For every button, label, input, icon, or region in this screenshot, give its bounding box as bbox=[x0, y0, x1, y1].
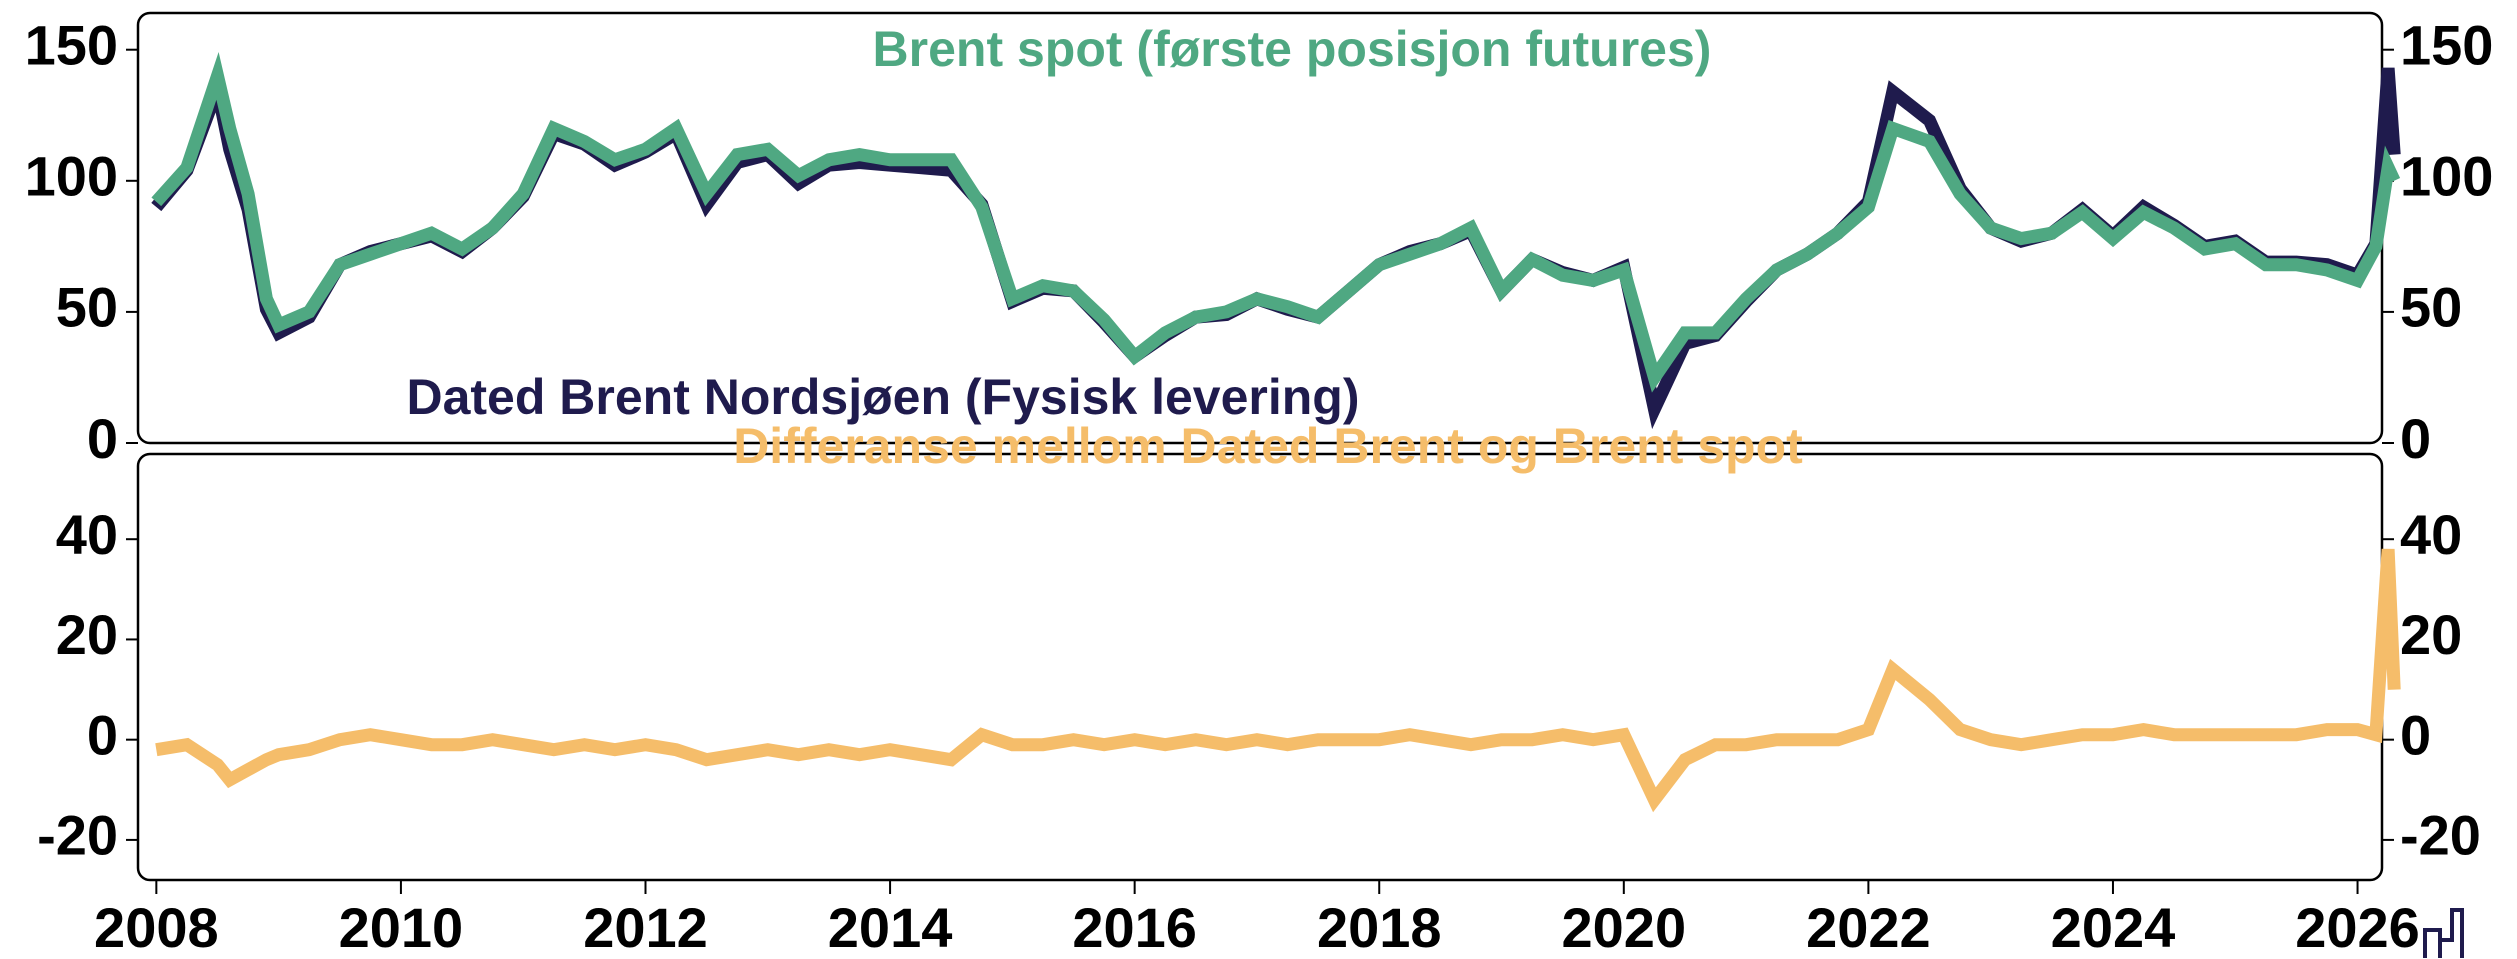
x-tick-label: 2016 bbox=[1072, 896, 1197, 959]
y-tick-label: 20 bbox=[56, 603, 118, 666]
y-tick-label-right: 0 bbox=[2400, 703, 2431, 766]
y-tick-label-right: 50 bbox=[2400, 276, 2462, 339]
series-line bbox=[151, 51, 2401, 393]
series-label: Dated Brent Nordsjøen (Fysisk levering) bbox=[406, 369, 1359, 425]
x-tick-label: 2014 bbox=[828, 896, 953, 959]
y-tick-label-right: 0 bbox=[2400, 407, 2431, 470]
series-line bbox=[155, 548, 2401, 813]
y-tick-label-right: 150 bbox=[2400, 14, 2493, 77]
x-tick-label: 2012 bbox=[583, 896, 708, 959]
series-label: Brent spot (første posisjon futures) bbox=[873, 21, 1712, 77]
x-tick-label: 2010 bbox=[339, 896, 464, 959]
y-tick-label: 40 bbox=[56, 503, 118, 566]
y-tick-label-right: 40 bbox=[2400, 503, 2462, 566]
y-tick-label: -20 bbox=[37, 804, 118, 867]
y-tick-label: 50 bbox=[56, 276, 118, 339]
y-tick-label: 100 bbox=[25, 145, 118, 208]
y-tick-label-right: -20 bbox=[2400, 804, 2481, 867]
x-tick-label: 2018 bbox=[1317, 896, 1442, 959]
y-tick-label: 150 bbox=[25, 14, 118, 77]
x-tick-label: 2022 bbox=[1806, 896, 1931, 959]
logo bbox=[2423, 908, 2464, 958]
y-tick-label-right: 100 bbox=[2400, 145, 2493, 208]
series-label: Differanse mellom Dated Brent og Brent s… bbox=[733, 418, 1803, 474]
y-tick-label-right: 20 bbox=[2400, 603, 2462, 666]
y-tick-label: 0 bbox=[87, 703, 118, 766]
logo-icon bbox=[2423, 908, 2464, 958]
panel-frame bbox=[136, 452, 2384, 882]
y-tick-label: 0 bbox=[87, 407, 118, 470]
x-tick-label: 2024 bbox=[2051, 896, 2176, 959]
x-tick-label: 2020 bbox=[1562, 896, 1687, 959]
series-line bbox=[151, 65, 2401, 430]
x-tick-label: 2026 bbox=[2295, 896, 2420, 959]
x-tick-label: 2008 bbox=[94, 896, 219, 959]
